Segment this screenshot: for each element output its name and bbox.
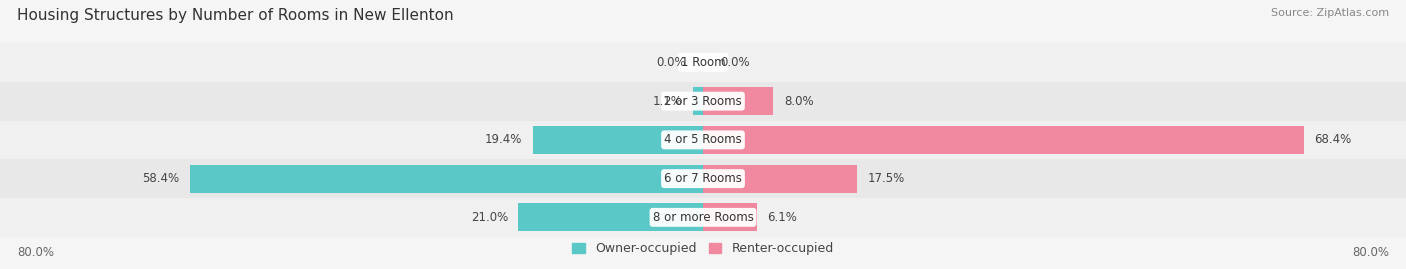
Text: 17.5%: 17.5% — [868, 172, 904, 185]
Text: 6 or 7 Rooms: 6 or 7 Rooms — [664, 172, 742, 185]
Text: 68.4%: 68.4% — [1315, 133, 1351, 146]
Text: 58.4%: 58.4% — [142, 172, 180, 185]
Bar — [0, 121, 1406, 159]
Text: 0.0%: 0.0% — [655, 56, 686, 69]
Text: 80.0%: 80.0% — [1353, 246, 1389, 259]
Bar — [190, 165, 703, 193]
Bar — [519, 203, 703, 231]
Legend: Owner-occupied, Renter-occupied: Owner-occupied, Renter-occupied — [568, 237, 838, 260]
Bar — [703, 165, 856, 193]
Bar — [0, 43, 1406, 82]
Text: 6.1%: 6.1% — [768, 211, 797, 224]
Text: 80.0%: 80.0% — [17, 246, 53, 259]
Bar — [0, 82, 1406, 121]
Bar — [703, 126, 1305, 154]
Text: 0.0%: 0.0% — [721, 56, 751, 69]
Bar — [703, 87, 773, 115]
Text: 4 or 5 Rooms: 4 or 5 Rooms — [664, 133, 742, 146]
Bar — [533, 126, 703, 154]
Bar — [0, 198, 1406, 237]
Text: 8 or more Rooms: 8 or more Rooms — [652, 211, 754, 224]
Text: 8.0%: 8.0% — [785, 95, 814, 108]
Text: 21.0%: 21.0% — [471, 211, 508, 224]
Text: 1 Room: 1 Room — [681, 56, 725, 69]
Bar — [703, 203, 756, 231]
Text: Housing Structures by Number of Rooms in New Ellenton: Housing Structures by Number of Rooms in… — [17, 8, 454, 23]
Text: 1.1%: 1.1% — [652, 95, 683, 108]
Text: 2 or 3 Rooms: 2 or 3 Rooms — [664, 95, 742, 108]
Bar — [693, 87, 703, 115]
Bar — [0, 159, 1406, 198]
Text: 19.4%: 19.4% — [485, 133, 522, 146]
Text: Source: ZipAtlas.com: Source: ZipAtlas.com — [1271, 8, 1389, 18]
